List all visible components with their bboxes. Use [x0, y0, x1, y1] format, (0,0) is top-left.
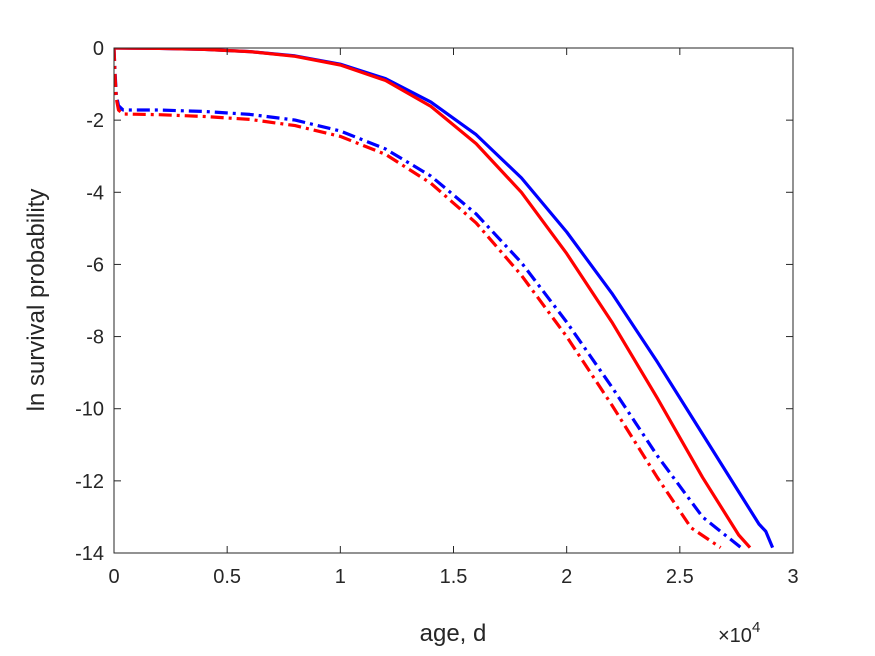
y-tick-label: -14: [75, 543, 104, 565]
x-axis-label: age, d: [420, 620, 487, 647]
y-tick-label: -8: [86, 327, 104, 349]
x-tick-label: 1: [335, 566, 346, 588]
x-tick-label: 2.5: [666, 566, 694, 588]
y-tick-label: -12: [75, 471, 104, 493]
y-axis-label: ln survival probability: [23, 189, 50, 412]
x-tick-label: 0.5: [213, 566, 241, 588]
x-tick-label: 0: [108, 566, 119, 588]
y-axis-ticks: 0 -2 -4 -6 -8 -10 -12 -14: [75, 38, 793, 565]
y-tick-label: -4: [86, 182, 104, 204]
y-tick-label: -2: [86, 110, 104, 132]
x-tick-label: 2: [561, 566, 572, 588]
y-tick-label: 0: [93, 38, 104, 60]
x-tick-label: 1.5: [440, 566, 468, 588]
y-tick-label: -6: [86, 254, 104, 276]
x-axis-exponent: ×104: [718, 619, 760, 647]
x-axis-exponent-base: ×10: [718, 625, 752, 647]
x-axis-ticks: 0 0.5 1 1.5 2 2.5 3: [108, 48, 799, 588]
y-tick-label: -10: [75, 399, 104, 421]
x-axis-exponent-power: 4: [752, 619, 760, 636]
series-line-4: [114, 48, 722, 549]
x-tick-label: 3: [787, 566, 798, 588]
plot-background: [114, 48, 793, 553]
